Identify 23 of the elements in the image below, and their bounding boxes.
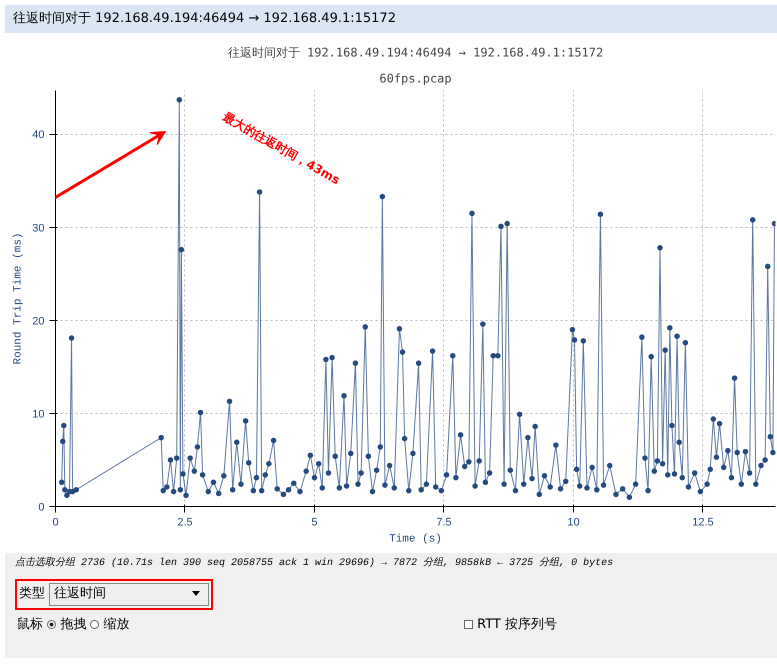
y-tick-label: 0 [38, 502, 45, 514]
chart-title: 往返时间对于 192.168.49.194:46494 → 192.168.49.1:15172 [228, 46, 604, 60]
y-tick-label: 30 [32, 222, 45, 234]
x-tick-label: 7.5 [436, 516, 452, 528]
text: RTT 按序列号 [476, 616, 557, 634]
x-tick-label: 0 [52, 516, 59, 528]
x-tick-label: 10 [567, 516, 580, 528]
text: 往返时间 [49, 583, 210, 606]
text: 点击选取分组 2736 (10.71s len 390 seq 2058755 ack 1 win 29696) → 7872 分组, 9858kB ← 3725 分组, 0 bytes [15, 557, 614, 571]
y-tick-label: 10 [32, 408, 45, 420]
text: 鼠标 [17, 616, 43, 632]
y-axis-title: Round Trip Time (ms) [12, 232, 24, 365]
text: 类型 [19, 586, 45, 602]
y-tick-label: 20 [32, 315, 45, 328]
chart-title: 往返时间对于 192.168.49.194:46494 → 192.168.49.1:15172 [13, 11, 396, 26]
text: 拖拽 [60, 616, 86, 632]
x-tick-label: 5 [311, 516, 318, 528]
x-tick-label: 2.5 [177, 516, 193, 528]
text: 缩放 [104, 616, 130, 632]
chart-subtitle: 60fps.pcap [379, 72, 452, 86]
x-axis-title: Time (s) [389, 534, 442, 546]
y-tick-label: 40 [32, 129, 45, 142]
x-tick-label: 12.5 [692, 516, 714, 528]
